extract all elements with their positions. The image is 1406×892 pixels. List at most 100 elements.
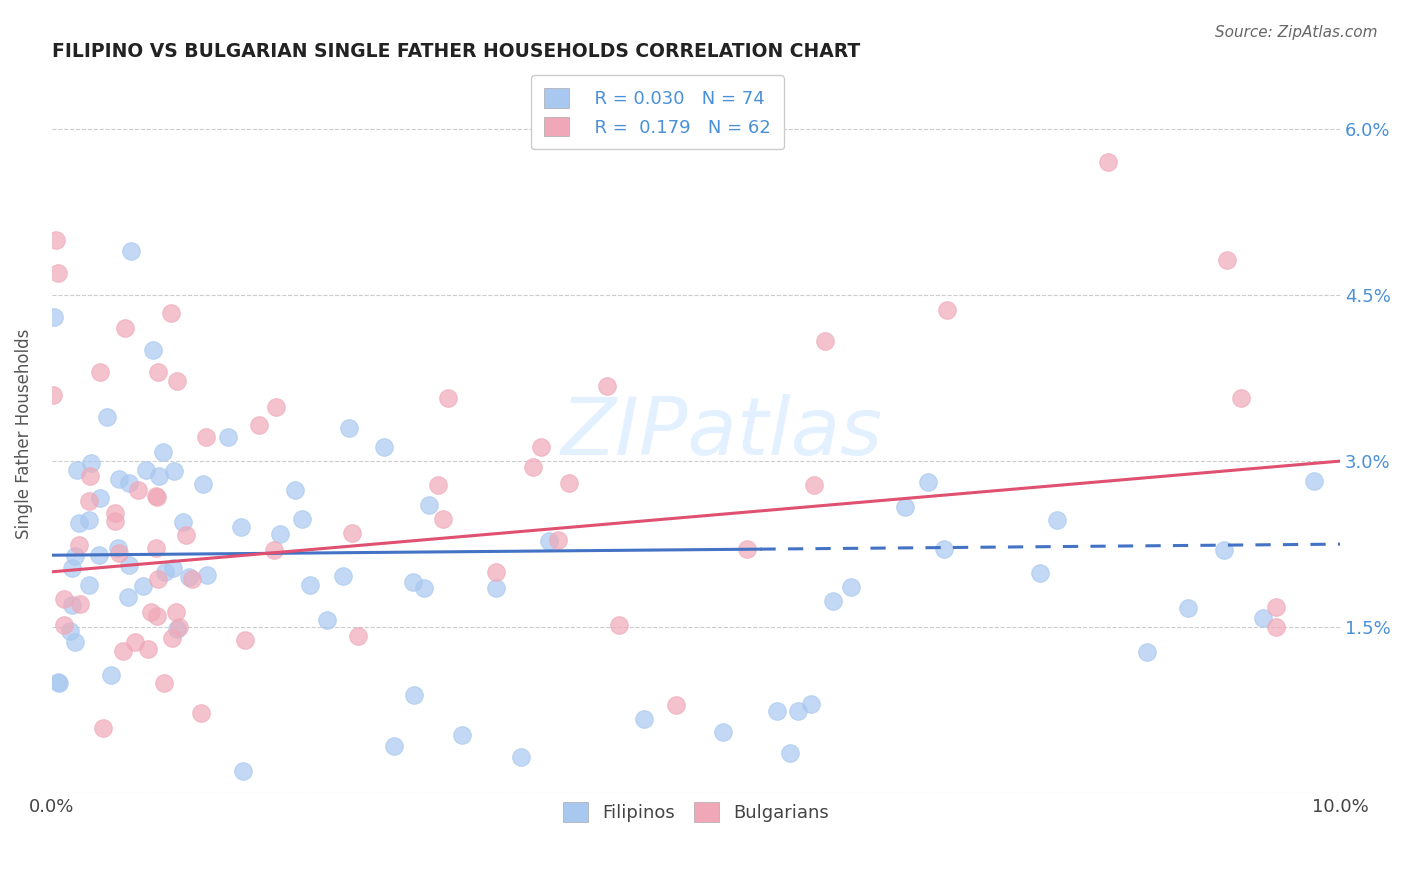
Point [60, 561, 83, 575]
Point [934, 542, 956, 557]
Point [160, 631, 183, 645]
Point [79, 578, 101, 592]
Point [332, 568, 354, 582]
Point [44, 310, 66, 324]
Point [160, 306, 183, 320]
Point [41, 387, 63, 401]
Point [108, 546, 131, 560]
Point [1046, 512, 1069, 526]
Point [166, 375, 188, 389]
Point [148, 468, 170, 483]
Point [1303, 474, 1326, 488]
Point [169, 619, 191, 633]
Point [112, 644, 135, 658]
Point [1136, 644, 1159, 658]
Point [46, 675, 69, 690]
Point [530, 440, 553, 454]
Point [152, 445, 174, 459]
Point [917, 475, 939, 489]
Point [45, 233, 67, 247]
Point [145, 489, 167, 503]
Point [63, 634, 86, 648]
Point [59, 624, 82, 639]
Point [162, 561, 184, 575]
Point [1251, 611, 1274, 625]
Point [120, 244, 142, 258]
Point [607, 618, 630, 632]
Point [60, 598, 83, 612]
Point [337, 421, 360, 435]
Point [142, 343, 165, 358]
Point [153, 566, 176, 580]
Point [485, 565, 508, 579]
Y-axis label: Single Father Households: Single Father Households [15, 328, 32, 539]
Legend: Filipinos, Bulgarians: Filipinos, Bulgarians [550, 789, 842, 835]
Point [172, 515, 194, 529]
Point [713, 724, 735, 739]
Point [284, 483, 307, 497]
Point [166, 622, 188, 636]
Point [53, 591, 76, 606]
Point [547, 533, 569, 547]
Point [814, 334, 837, 348]
Point [46, 266, 69, 280]
Point [163, 464, 186, 478]
Point [233, 632, 256, 647]
Point [291, 512, 314, 526]
Point [373, 440, 395, 454]
Point [803, 478, 825, 492]
Point [124, 634, 146, 648]
Point [451, 728, 474, 742]
Point [347, 629, 370, 643]
Point [165, 605, 187, 619]
Point [936, 303, 959, 318]
Point [1213, 543, 1236, 558]
Point [132, 579, 155, 593]
Point [48, 676, 70, 690]
Point [146, 572, 169, 586]
Point [800, 697, 823, 711]
Point [1229, 391, 1251, 405]
Point [264, 400, 287, 414]
Point [79, 494, 101, 508]
Point [89, 491, 111, 505]
Point [66, 462, 89, 476]
Point [67, 538, 90, 552]
Point [232, 764, 254, 779]
Point [298, 578, 321, 592]
Point [735, 541, 758, 556]
Point [180, 573, 202, 587]
Point [89, 366, 111, 380]
Point [418, 498, 440, 512]
Point [665, 698, 688, 713]
Point [96, 410, 118, 425]
Point [193, 476, 215, 491]
Point [402, 689, 425, 703]
Point [80, 457, 103, 471]
Point [1264, 620, 1286, 634]
Point [108, 472, 131, 486]
Point [412, 581, 434, 595]
Text: ZIPatlas: ZIPatlas [561, 394, 883, 473]
Point [382, 739, 405, 753]
Point [195, 568, 218, 582]
Point [247, 418, 270, 433]
Point [538, 533, 561, 548]
Point [596, 378, 619, 392]
Point [104, 506, 127, 520]
Text: FILIPINO VS BULGARIAN SINGLE FATHER HOUSEHOLDS CORRELATION CHART: FILIPINO VS BULGARIAN SINGLE FATHER HOUS… [52, 42, 860, 61]
Point [114, 321, 136, 335]
Text: Source: ZipAtlas.com: Source: ZipAtlas.com [1215, 25, 1378, 40]
Point [401, 575, 423, 590]
Point [118, 558, 141, 573]
Point [69, 597, 91, 611]
Point [135, 463, 157, 477]
Point [136, 641, 159, 656]
Point [427, 478, 450, 492]
Point [190, 706, 212, 720]
Point [77, 513, 100, 527]
Point [894, 500, 917, 515]
Point [1097, 155, 1119, 169]
Point [52, 617, 75, 632]
Point [65, 549, 87, 564]
